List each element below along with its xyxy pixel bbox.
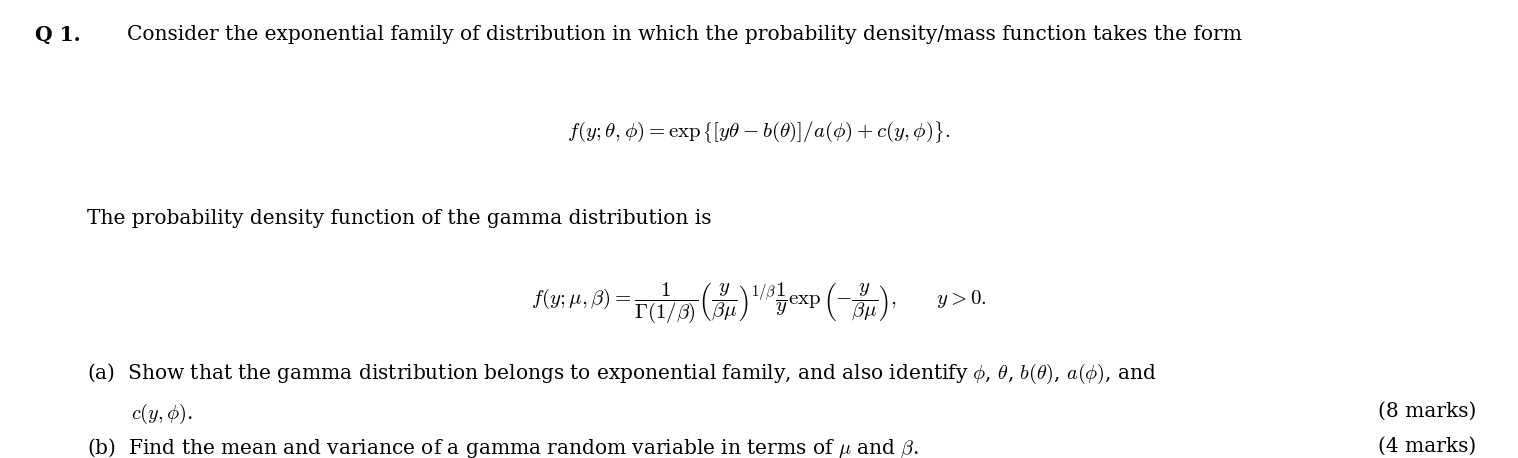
Text: Q 1.: Q 1. [35,25,80,45]
Text: (4 marks): (4 marks) [1378,436,1475,455]
Text: $f(y; \mu, \beta) = \dfrac{1}{\Gamma(1/\beta)} \left(\dfrac{y}{\beta\mu}\right)^: $f(y; \mu, \beta) = \dfrac{1}{\Gamma(1/\… [531,281,987,325]
Text: (a)  Show that the gamma distribution belongs to exponential family, and also id: (a) Show that the gamma distribution bel… [87,361,1157,386]
Text: The probability density function of the gamma distribution is: The probability density function of the … [87,209,710,228]
Text: Consider the exponential family of distribution in which the probability density: Consider the exponential family of distr… [126,25,1242,44]
Text: (b)  Find the mean and variance of a gamma random variable in terms of $\mu$ and: (b) Find the mean and variance of a gamm… [87,436,918,458]
Text: $f(y;\theta, \phi) = \exp\left\{[y\theta - b(\theta)]/a(\phi) + c(y, \phi)\right: $f(y;\theta, \phi) = \exp\left\{[y\theta… [568,119,950,145]
Text: $c(y, \phi)$.: $c(y, \phi)$. [131,402,193,426]
Text: (8 marks): (8 marks) [1378,402,1475,421]
